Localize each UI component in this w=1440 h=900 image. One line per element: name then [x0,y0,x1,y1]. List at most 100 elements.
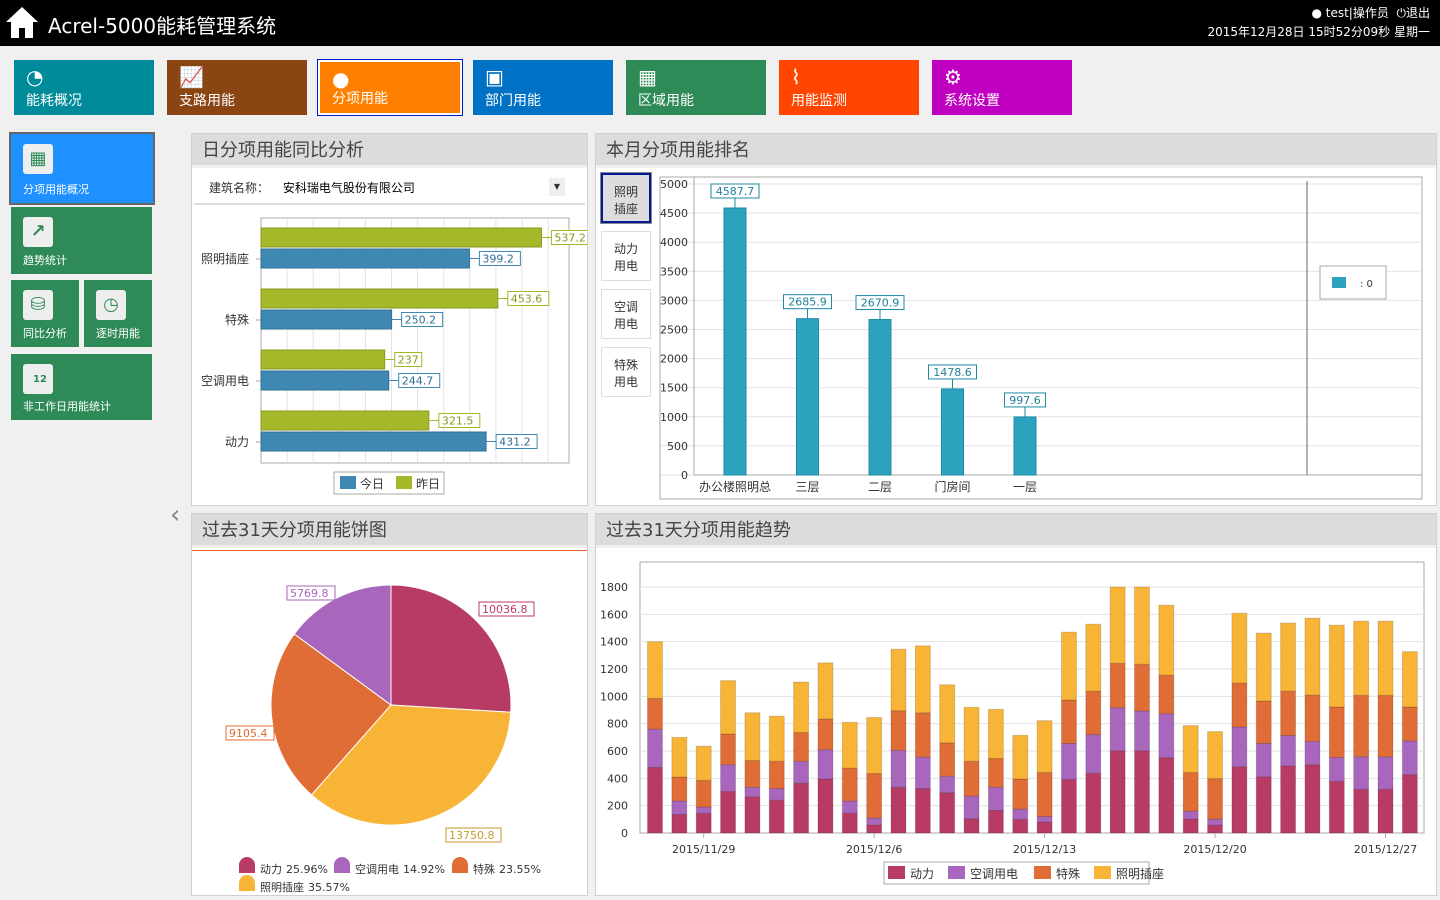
cube-icon: ▣ [485,65,504,89]
bar-今日 [260,370,390,391]
bar-segment-动力 [695,812,712,834]
bar-segment-照明插座 [1231,612,1248,684]
nav-label: 用能监测 [791,93,847,109]
bar-segment-特殊 [1328,706,1345,758]
bar-segment-特殊 [1353,694,1370,758]
bar-segment-动力 [987,809,1004,834]
bar-segment-动力 [1158,757,1175,834]
bar-segment-空调用电 [793,760,810,784]
data-label: 1478.6 [933,366,972,379]
nav-tile-3[interactable]: ▣ 部门用能 [473,60,613,115]
nav-tile-1[interactable]: 📈 支路用能 [167,60,307,115]
collapse-sidebar-chevron-icon[interactable]: ‹ [170,500,181,530]
ranking-tab-2[interactable]: 空调 用电 [601,289,651,339]
ranking-tab-3[interactable]: 特殊 用电 [601,347,651,397]
bar-segment-动力 [939,792,956,834]
bar-segment-动力 [1134,750,1150,834]
bar-segment-空调用电 [1328,756,1345,782]
sidebar-item-4[interactable]: 12 非工作日用能统计 [11,354,152,420]
bar-segment-空调用电 [1182,810,1199,820]
data-label-box [928,364,977,380]
legend-label: 空调用电 [970,867,1018,881]
x-tick-label: 2015/12/6 [846,843,902,856]
y-tick-label: 1500 [660,382,688,395]
pulse-icon: ⌇ [791,65,801,89]
bar-segment-动力 [1109,750,1126,834]
ranking-tab-1[interactable]: 动力 用电 [601,231,651,281]
data-label: 453.6 [511,293,542,306]
data-label-box [495,434,538,449]
bar-segment-照明插座 [841,721,858,769]
sidebar-label: 分项用能概况 [23,183,89,196]
bar-segment-空调用电 [841,800,858,814]
y-tick-label: 2500 [660,324,688,337]
bar-segment-特殊 [890,710,907,751]
bar-segment-特殊 [1280,690,1297,737]
legend-label: 今日 [360,476,384,491]
bar-segment-空调用电 [1401,740,1418,776]
data-label-box [225,725,275,741]
bar-今日 [260,248,470,269]
sidebar-item-0[interactable]: ▦ 分项用能概况 [9,132,155,205]
category-label: 二层 [868,480,892,494]
nav-tile-0[interactable]: ◔ 能耗概况 [14,60,154,115]
nav-tile-4[interactable]: ▦ 区域用能 [626,60,766,115]
legend-box [1319,265,1387,300]
panel-title: 本月分项用能排名 [596,134,1436,168]
power-icon[interactable]: ⏻ [1396,6,1406,20]
bar-昨日 [260,349,386,370]
daily-comparison-chart: 照明插座 537.2 399.2 特殊 453.6 250.2 空调用电 237 244.7 动力… [201,217,587,495]
calendar-icon [23,364,53,394]
legend-swatch [396,476,412,489]
header: Acrel-5000能耗管理系统 ● test|操作员 ⏻退出 2015年12月… [0,0,1440,46]
bar [723,207,747,476]
legend-swatch [334,857,350,873]
bar-segment-照明插座 [1255,632,1272,702]
sidebar-item-1[interactable]: ↗ 趋势统计 [11,207,152,274]
x-tick-label: 2015/12/13 [1013,843,1076,856]
dropdown-arrow-icon[interactable]: ▼ [549,178,565,196]
bar-segment-空调用电 [890,749,907,788]
data-label: 237 [398,354,419,367]
data-label-box [398,373,441,388]
data-label: 321.5 [442,415,474,428]
sidebar-item-3[interactable]: ◷ 逐时用能 [84,280,152,347]
bar-segment-空调用电 [866,817,883,826]
legend-swatch [239,857,255,873]
data-label: 431.2 [499,436,531,449]
bar-segment-特殊 [720,733,737,766]
bar-昨日 [260,288,499,309]
y-tick-label: 400 [607,772,628,785]
data-label: 2685.9 [788,296,827,309]
legend-name: 特殊 [473,862,495,876]
building-selector[interactable]: 建筑名称： 安科瑞电气股份有限公司 ▼ [194,171,585,205]
bar-segment-照明插座 [914,645,931,714]
data-label: 997.6 [1009,394,1041,407]
legend-entry: 特殊 23.55% [473,862,541,876]
x-tick-label: 2015/12/27 [1354,843,1417,856]
bar-segment-空调用电 [987,786,1004,811]
bar-segment-特殊 [671,776,688,802]
bar-segment-照明插座 [1085,623,1102,692]
logout-link[interactable]: 退出 [1405,6,1430,20]
bar-segment-空调用电 [939,775,956,794]
panel-title: 过去31天分项用能饼图 [192,514,587,548]
bar-segment-动力 [1353,788,1370,834]
y-tick-label: 1000 [600,690,628,703]
bar-segment-空调用电 [1353,756,1370,790]
bar-segment-特殊 [793,732,810,762]
ranking-tab-0[interactable]: 照明 插座 [600,172,652,224]
bar-segment-动力 [963,818,980,834]
bar-segment-空调用电 [1377,756,1394,790]
nav-tile-2[interactable]: ● 分项用能 [317,59,463,116]
bar-segment-特殊 [695,779,712,808]
nav-tile-5[interactable]: ⌇ 用能监测 [779,60,919,115]
sidebar-item-2[interactable]: ⛁ 同比分析 [11,280,79,347]
bar-segment-照明插座 [1036,720,1053,774]
nav-tile-6[interactable]: ⚙ 系统设置 [932,60,1072,115]
database-icon: ⛁ [23,290,53,320]
datetime: 2015年12月28日 15时52分09秒 星期一 [1207,25,1430,39]
data-label: 2670.9 [861,297,900,310]
bar-segment-动力 [841,812,858,834]
home-icon[interactable] [4,5,40,39]
